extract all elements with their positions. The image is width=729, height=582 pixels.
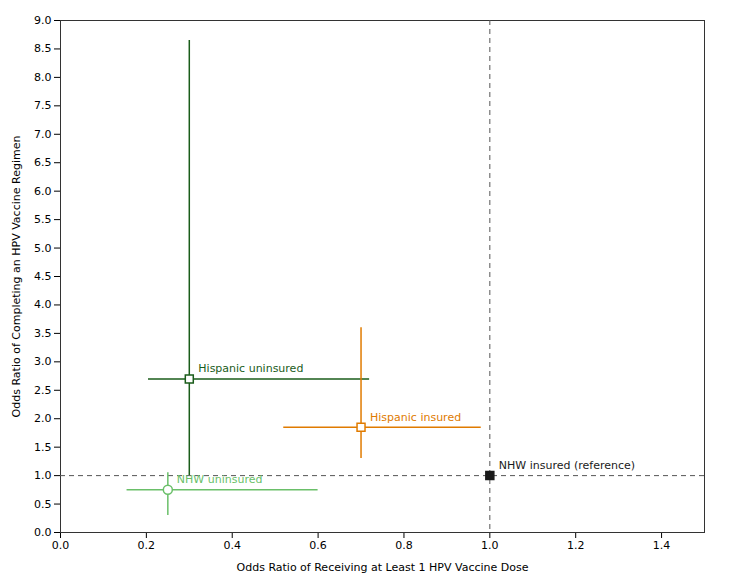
svg-text:8.5: 8.5 xyxy=(34,42,52,55)
svg-text:1.0: 1.0 xyxy=(481,539,499,552)
svg-text:0.6: 0.6 xyxy=(309,539,327,552)
svg-text:0.5: 0.5 xyxy=(34,498,52,511)
svg-text:5.0: 5.0 xyxy=(34,242,52,255)
svg-text:Odds Ratio of Receiving at Lea: Odds Ratio of Receiving at Least 1 HPV V… xyxy=(237,561,529,574)
svg-text:NHW uninsured: NHW uninsured xyxy=(177,473,263,486)
svg-text:4.0: 4.0 xyxy=(34,298,52,311)
svg-text:Odds Ratio of Completing an HP: Odds Ratio of Completing an HPV Vaccine … xyxy=(10,136,23,418)
svg-text:1.2: 1.2 xyxy=(567,539,585,552)
svg-text:Hispanic uninsured: Hispanic uninsured xyxy=(198,362,303,375)
svg-text:0.0: 0.0 xyxy=(52,539,70,552)
svg-text:4.5: 4.5 xyxy=(34,270,52,283)
svg-text:9.0: 9.0 xyxy=(34,14,52,27)
svg-text:6.5: 6.5 xyxy=(34,156,52,169)
svg-text:0.2: 0.2 xyxy=(138,539,156,552)
svg-text:1.0: 1.0 xyxy=(34,469,52,482)
svg-text:2.5: 2.5 xyxy=(34,384,52,397)
svg-text:1.4: 1.4 xyxy=(653,539,671,552)
svg-text:0.0: 0.0 xyxy=(34,526,52,539)
svg-text:7.0: 7.0 xyxy=(34,128,52,141)
svg-text:7.5: 7.5 xyxy=(34,99,52,112)
svg-text:6.0: 6.0 xyxy=(34,185,52,198)
svg-text:3.5: 3.5 xyxy=(34,327,52,340)
svg-text:3.0: 3.0 xyxy=(34,355,52,368)
svg-text:Hispanic insured: Hispanic insured xyxy=(370,411,461,424)
svg-text:0.8: 0.8 xyxy=(395,539,413,552)
svg-text:8.0: 8.0 xyxy=(34,71,52,84)
svg-text:1.5: 1.5 xyxy=(34,441,52,454)
svg-text:2.0: 2.0 xyxy=(34,412,52,425)
svg-text:5.5: 5.5 xyxy=(34,213,52,226)
svg-text:NHW insured (reference): NHW insured (reference) xyxy=(499,459,635,472)
svg-text:0.4: 0.4 xyxy=(223,539,241,552)
